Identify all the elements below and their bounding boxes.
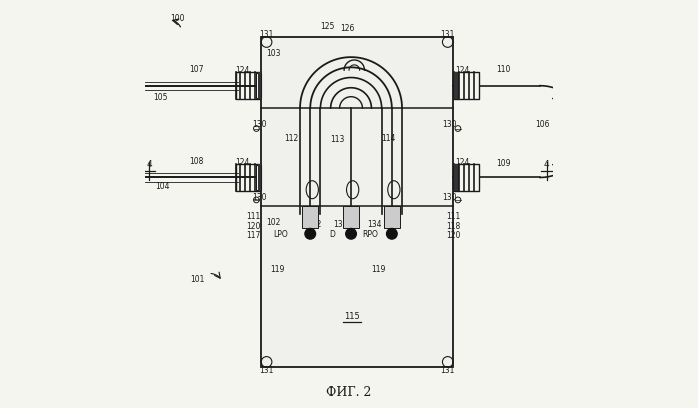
Text: 117: 117 bbox=[246, 231, 260, 239]
Bar bbox=[236, 164, 260, 191]
Circle shape bbox=[346, 228, 357, 239]
Text: 4: 4 bbox=[146, 160, 152, 169]
Bar bbox=[454, 164, 458, 191]
Bar bbox=[258, 164, 261, 191]
Text: ФИГ. 2: ФИГ. 2 bbox=[326, 386, 372, 399]
Text: 130: 130 bbox=[252, 193, 267, 202]
Bar bbox=[302, 206, 318, 228]
Text: 124: 124 bbox=[236, 158, 250, 167]
Text: 131: 131 bbox=[440, 366, 454, 375]
Text: 103: 103 bbox=[266, 49, 281, 58]
Text: 4: 4 bbox=[544, 160, 549, 169]
Text: 131: 131 bbox=[260, 30, 274, 39]
Text: LPO: LPO bbox=[274, 230, 288, 239]
Text: 111: 111 bbox=[446, 212, 461, 221]
Text: C: C bbox=[343, 208, 348, 217]
Bar bbox=[261, 37, 453, 367]
Text: 102: 102 bbox=[266, 218, 281, 227]
Text: 133: 133 bbox=[334, 220, 348, 229]
Bar bbox=[256, 73, 261, 98]
Bar bbox=[454, 73, 479, 99]
Text: 100: 100 bbox=[170, 14, 185, 23]
Bar bbox=[258, 73, 261, 99]
Text: 130: 130 bbox=[442, 193, 456, 202]
Text: 107: 107 bbox=[189, 65, 204, 74]
Text: 115: 115 bbox=[344, 312, 360, 321]
Text: 108: 108 bbox=[189, 157, 203, 166]
Text: 105: 105 bbox=[153, 93, 168, 102]
Text: RPO: RPO bbox=[362, 230, 378, 239]
Text: 124: 124 bbox=[236, 67, 250, 75]
Text: 112: 112 bbox=[283, 134, 298, 143]
Text: 125: 125 bbox=[320, 22, 335, 31]
Text: 130: 130 bbox=[252, 120, 267, 129]
Bar bbox=[453, 73, 458, 98]
Text: 113: 113 bbox=[331, 135, 345, 144]
Text: 120: 120 bbox=[246, 222, 260, 231]
Text: 126: 126 bbox=[340, 24, 355, 33]
Text: 111: 111 bbox=[246, 212, 260, 221]
Text: C: C bbox=[302, 208, 307, 217]
Text: 130: 130 bbox=[442, 120, 456, 129]
Text: 110: 110 bbox=[496, 65, 510, 74]
Circle shape bbox=[387, 228, 397, 239]
Bar bbox=[256, 165, 261, 190]
Text: 124: 124 bbox=[455, 67, 470, 75]
Text: 119: 119 bbox=[371, 265, 386, 274]
Bar bbox=[343, 206, 359, 228]
Text: C: C bbox=[384, 208, 389, 217]
Text: 124: 124 bbox=[455, 158, 470, 167]
Bar bbox=[453, 165, 458, 190]
Text: 131: 131 bbox=[260, 366, 274, 375]
Text: 134: 134 bbox=[367, 220, 382, 229]
Bar bbox=[454, 73, 458, 99]
Text: 119: 119 bbox=[271, 265, 285, 274]
Text: 114: 114 bbox=[382, 134, 396, 143]
Text: 118: 118 bbox=[446, 222, 461, 231]
Text: D: D bbox=[329, 230, 335, 239]
Circle shape bbox=[305, 228, 315, 239]
Text: 120: 120 bbox=[446, 231, 461, 239]
Bar bbox=[454, 164, 479, 191]
Text: 109: 109 bbox=[496, 159, 510, 168]
Text: 131: 131 bbox=[440, 30, 454, 39]
Text: 101: 101 bbox=[191, 275, 205, 284]
Text: 104: 104 bbox=[155, 182, 170, 191]
Text: 106: 106 bbox=[535, 120, 550, 129]
Bar bbox=[384, 206, 400, 228]
Text: 132: 132 bbox=[307, 220, 322, 229]
Bar bbox=[236, 73, 260, 99]
